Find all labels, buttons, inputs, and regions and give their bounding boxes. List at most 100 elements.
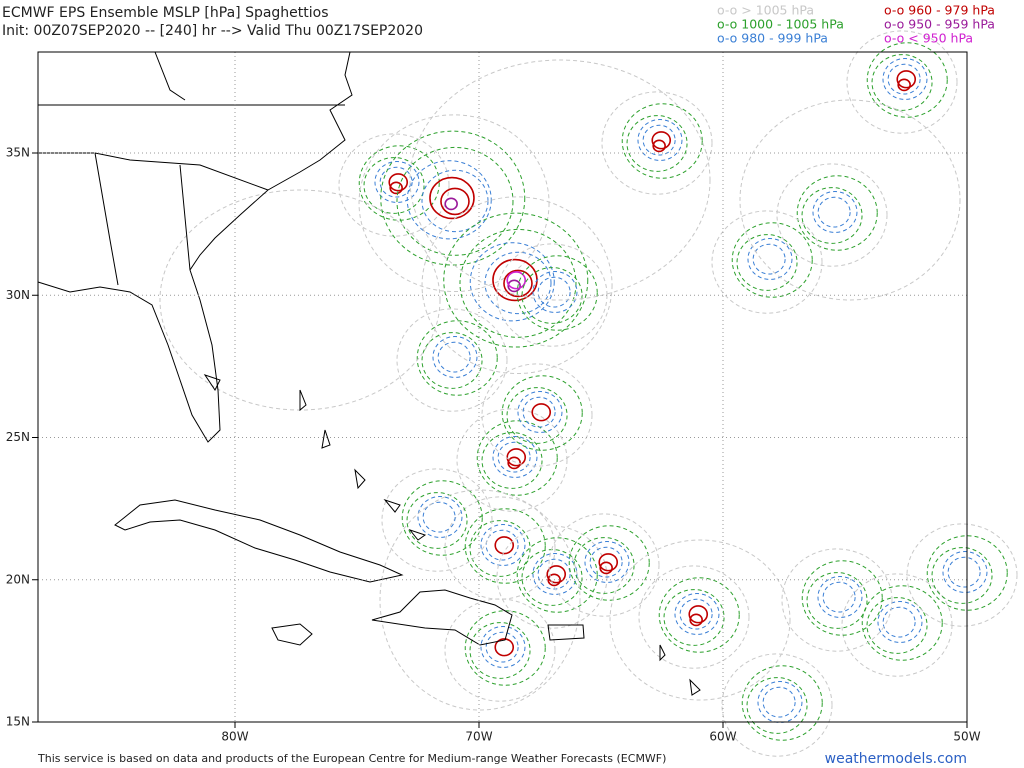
contour <box>444 197 458 211</box>
contour <box>931 547 993 604</box>
contour <box>776 163 888 267</box>
footer-link[interactable]: weathermodels.com <box>825 751 967 767</box>
lat-label: 30N <box>6 288 30 302</box>
contour <box>906 523 1018 627</box>
contour <box>926 535 1008 611</box>
contour <box>396 146 514 256</box>
contour <box>358 114 550 293</box>
contour <box>522 396 556 428</box>
contour <box>871 54 933 111</box>
contour <box>689 613 703 627</box>
contour <box>598 553 619 572</box>
legend-entry: o-o < 950 hPa <box>884 31 973 46</box>
contour <box>481 363 593 467</box>
contour <box>456 408 568 512</box>
contour <box>507 279 521 293</box>
contour <box>388 173 409 192</box>
contour <box>817 576 863 618</box>
contour <box>739 99 961 301</box>
contour <box>762 686 796 718</box>
footer-credit: This service is based on data and produc… <box>37 752 666 765</box>
contour <box>741 665 823 741</box>
contour <box>469 520 531 577</box>
lat-label: 20N <box>6 572 30 586</box>
contour <box>480 524 526 566</box>
contour <box>546 565 567 584</box>
contour <box>481 432 543 489</box>
contour <box>516 255 598 331</box>
contour <box>416 320 498 396</box>
lat-label: 35N <box>6 146 30 160</box>
contour <box>877 601 923 643</box>
contour <box>437 341 471 373</box>
contour <box>547 573 561 587</box>
contour <box>621 103 703 179</box>
contour <box>532 271 578 313</box>
contour <box>846 30 958 134</box>
contour <box>503 269 533 298</box>
contour <box>338 133 450 237</box>
contour <box>781 548 893 652</box>
contour <box>866 597 928 654</box>
contour <box>609 539 791 701</box>
contour <box>896 70 917 89</box>
contour <box>444 598 556 702</box>
contour <box>548 513 660 617</box>
contour <box>159 189 441 411</box>
legend-entry: o-o 980 - 999 hPa <box>717 31 828 46</box>
contour <box>440 187 470 216</box>
contour <box>601 91 713 195</box>
graticule: 35N 30N 25N 20N 15N 80W 70W 60W 50W <box>6 52 981 744</box>
contour <box>389 181 403 195</box>
contour <box>421 332 483 389</box>
contour <box>638 565 750 669</box>
contour <box>947 556 981 588</box>
contour <box>496 525 608 629</box>
contours <box>159 30 1018 757</box>
contour <box>358 145 440 221</box>
contour <box>882 58 928 100</box>
init-line: Init: 00Z07SEP2020 -- [240] hr --> Valid… <box>2 23 423 39</box>
contour <box>422 501 456 533</box>
contour <box>506 448 527 467</box>
contour <box>663 589 725 646</box>
contour <box>866 42 948 118</box>
contour <box>822 581 856 613</box>
lat-label: 15N <box>6 715 30 729</box>
lon-label: 60W <box>709 730 736 744</box>
contour <box>642 124 676 156</box>
contour <box>421 196 613 375</box>
contour <box>674 593 720 635</box>
contour <box>507 456 521 470</box>
contour <box>521 267 583 324</box>
contour <box>497 441 531 473</box>
contour <box>417 496 463 538</box>
contour <box>721 653 833 757</box>
contour <box>746 677 808 734</box>
contour <box>711 210 823 314</box>
contour <box>841 573 953 677</box>
contour <box>494 536 515 555</box>
contour <box>568 525 650 601</box>
contour <box>599 561 613 575</box>
contour <box>484 251 552 315</box>
contour <box>485 631 519 663</box>
contour <box>688 605 709 624</box>
contour <box>494 638 515 657</box>
legend-entry: o-o 1000 - 1005 hPa <box>717 17 844 32</box>
contour <box>658 577 740 653</box>
contour <box>381 468 493 572</box>
contour <box>485 529 519 561</box>
contour <box>464 508 546 584</box>
contour <box>443 212 589 348</box>
contour <box>492 436 538 478</box>
contour <box>812 191 858 233</box>
contour <box>444 496 556 600</box>
legend-entry: o-o > 1005 hPa <box>717 3 814 18</box>
contour <box>517 391 563 433</box>
contour <box>537 276 571 308</box>
contour <box>796 175 878 251</box>
contour <box>637 119 683 161</box>
